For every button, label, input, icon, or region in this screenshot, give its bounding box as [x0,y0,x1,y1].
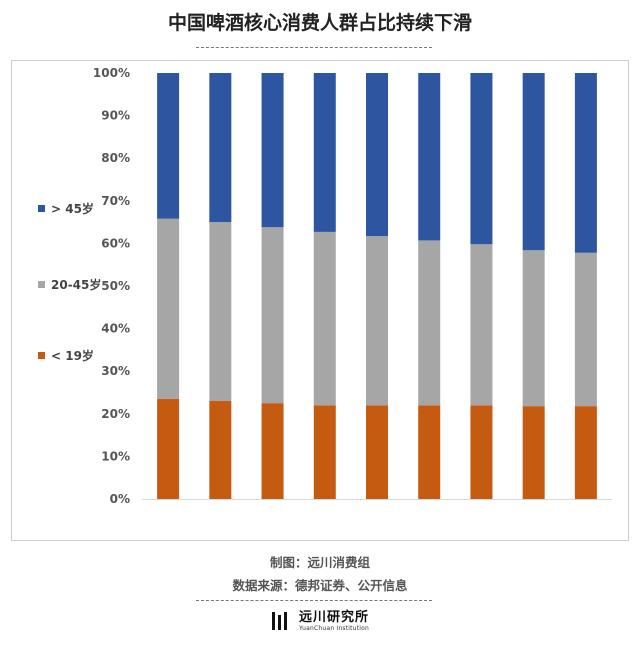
legend-swatch-under-19 [38,352,45,359]
bar-segment-over-45 [157,73,180,219]
y-tick-label: 20% [101,407,130,421]
legend-item-over-45: > 45岁 [38,200,94,217]
bar-segment-20-45 [522,250,545,407]
bar-segment-20-45 [209,222,232,402]
y-tick-label: 100% [93,66,130,80]
title-divider [196,47,432,48]
bar-segment-under-19 [366,405,388,499]
bar-segment-over-45 [366,73,388,237]
bar-segment-20-45 [366,236,388,406]
bar-segment-over-45 [522,73,545,251]
bar-segment-20-45 [418,240,441,406]
bar-segment-under-19 [418,405,441,499]
bar-segment-under-19 [261,403,284,499]
bar-segment-over-45 [470,73,493,245]
y-tick-label: 0% [110,492,130,506]
logo: 远川研究所 YuanChuan Institution [0,610,640,632]
legend-item-under-19: < 19岁 [38,347,94,364]
bar-segment-20-45 [313,231,336,406]
legend-item-20-45: 20-45岁 [38,276,101,293]
y-tick-label: 70% [101,194,130,208]
legend-swatch-20-45 [38,281,45,288]
bar-segment-under-19 [313,405,336,499]
bar-segment-under-19 [574,406,597,499]
bar-segment-over-45 [418,73,441,241]
logo-name-en: YuanChuan Institution [298,624,369,632]
credit-source: 数据来源：德邦证券、公开信息 [232,578,408,593]
bar-segment-over-45 [313,73,336,232]
y-tick-label: 40% [101,322,130,336]
y-tick-label: 60% [101,236,130,250]
legend-label-under-19: < 19岁 [51,349,94,363]
bar-segment-under-19 [209,401,232,499]
logo-mark-icon [271,612,287,630]
y-tick-label: 10% [101,449,130,463]
footer-divider [196,600,432,601]
bar-segment-over-45 [574,73,597,253]
bar-segment-20-45 [574,252,597,407]
bar-segment-over-45 [261,73,284,228]
legend-swatch-over-45 [38,205,45,212]
y-tick-label: 50% [101,279,130,293]
bar-segment-20-45 [261,227,284,404]
bar-segment-over-45 [209,73,232,223]
legend-label-20-45: 20-45岁 [51,278,102,292]
y-tick-label: 90% [101,109,130,123]
chart-title: 中国啤酒核心消费人群占比持续下滑 [167,12,472,34]
y-tick-label: 80% [101,151,130,165]
bar-segment-under-19 [470,405,493,499]
legend-label-over-45: > 45岁 [51,202,94,216]
stacked-bar-chart: 0% 10% 20% 30% 40% 50% 60% 70% 80% 90% 100% [93,66,612,506]
bar-segment-under-19 [522,406,545,499]
bar-segment-under-19 [157,398,180,499]
chart-area: 0% 10% 20% 30% 40% 50% 60% 70% 80% 90% 100% > 45岁 … [11,60,629,541]
y-tick-label: 30% [101,364,130,378]
bar-segment-20-45 [470,244,493,406]
logo-name-cn: 远川研究所 [298,609,369,625]
bar-segment-20-45 [157,218,180,399]
credit-maker: 制图：远川消费组 [269,555,370,570]
